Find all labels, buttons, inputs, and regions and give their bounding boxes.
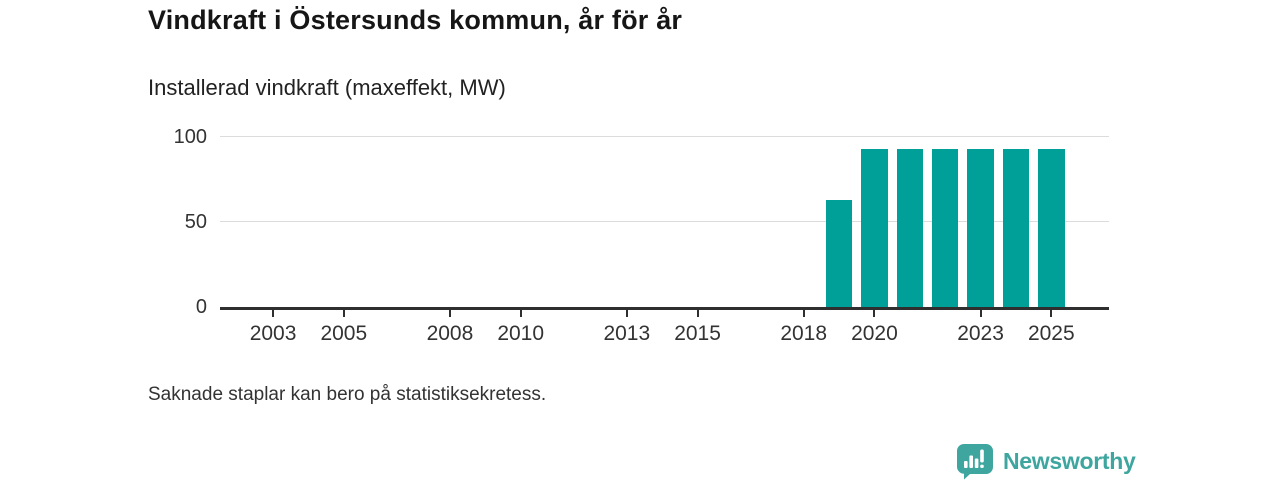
bar-slot-2021 [892, 125, 927, 307]
newsworthy-logo-text: Newsworthy [1003, 448, 1136, 474]
bar-2023 [967, 148, 994, 307]
bar-2024 [1002, 148, 1030, 307]
x-tick-label-2005: 2005 [320, 322, 368, 345]
gridline-100 [220, 136, 1109, 137]
x-tick-mark-2010 [519, 310, 522, 317]
bar-slot-2016 [715, 125, 750, 307]
chart-title: Vindkraft i Östersunds kommun, år för år [148, 5, 683, 35]
x-tick-mark-2020 [873, 310, 876, 317]
bar-2019 [825, 199, 853, 307]
x-tick-label-2025: 2025 [1027, 322, 1075, 345]
bar-slot-2023 [963, 125, 998, 307]
newsworthy-speech-bubble-bar-chart-icon [956, 443, 994, 480]
bar-2020 [861, 148, 888, 307]
y-axis-labels: 0 50 100 [0, 125, 207, 317]
y-tick-label-0: 0 [195, 296, 207, 318]
x-tick-label-2023: 2023 [957, 322, 1004, 345]
x-tick-mark-2025 [1050, 310, 1053, 317]
bar-slot-2012 [574, 125, 609, 307]
bar-slot-2019 [821, 125, 856, 307]
bar-slot-2020 [857, 125, 892, 307]
bar-slot-2022 [928, 125, 963, 307]
bar-slot-2011 [538, 125, 573, 307]
bar-slot-2014 [645, 125, 680, 307]
x-tick-label-2003: 2003 [249, 322, 297, 345]
bar-slot-2008 [432, 125, 467, 307]
x-tick-mark-2013 [625, 310, 628, 317]
bar-slot-2002 [220, 125, 255, 307]
gridline-layer [220, 125, 1109, 307]
x-tick-mark-2008 [448, 310, 451, 317]
x-tick-mark-2003 [272, 310, 275, 317]
bar-2022 [931, 148, 959, 307]
bar-slot-2004 [291, 125, 326, 307]
y-tick-label-100: 100 [173, 126, 207, 148]
x-axis-ticks: 2003 2005 2008 2010 2013 2015 2018 2020 2023 2025 [220, 310, 1075, 360]
x-tick-label-2020: 2020 [851, 322, 898, 345]
bar-2025 [1038, 148, 1065, 307]
x-tick-label-2008: 2008 [426, 322, 474, 345]
bar-series [220, 125, 1069, 307]
footnote: Saknade staplar kan bero på statistiksek… [148, 384, 547, 405]
y-tick-label-50: 50 [184, 211, 207, 233]
bar-2021 [896, 148, 924, 307]
x-tick-label-2010: 2010 [497, 322, 545, 345]
x-tick-label-2018: 2018 [780, 322, 828, 345]
bar-slot-2025 [1034, 125, 1069, 307]
bar-slot-2007 [397, 125, 432, 307]
gridline-50 [220, 221, 1109, 222]
x-tick-mark-2023 [979, 310, 982, 317]
x-tick-label-2013: 2013 [603, 322, 651, 345]
bar-slot-2013 [609, 125, 644, 307]
x-tick-mark-2018 [802, 310, 805, 317]
bar-slot-2003 [255, 125, 290, 307]
x-tick-label-2015: 2015 [674, 322, 721, 345]
chart-subtitle: Installerad vindkraft (maxeffekt, MW) [148, 75, 506, 100]
bar-slot-2018 [786, 125, 821, 307]
x-tick-mark-2015 [696, 310, 699, 317]
newsworthy-logo[interactable]: Newsworthy [956, 443, 1136, 480]
bar-slot-2024 [998, 125, 1033, 307]
bar-slot-2006 [362, 125, 397, 307]
bar-slot-2017 [751, 125, 786, 307]
x-axis-line [220, 307, 1109, 310]
x-tick-mark-2005 [342, 310, 345, 317]
bar-slot-2005 [326, 125, 361, 307]
bar-slot-2010 [503, 125, 538, 307]
bar-slot-2015 [680, 125, 715, 307]
bar-slot-2009 [468, 125, 503, 307]
